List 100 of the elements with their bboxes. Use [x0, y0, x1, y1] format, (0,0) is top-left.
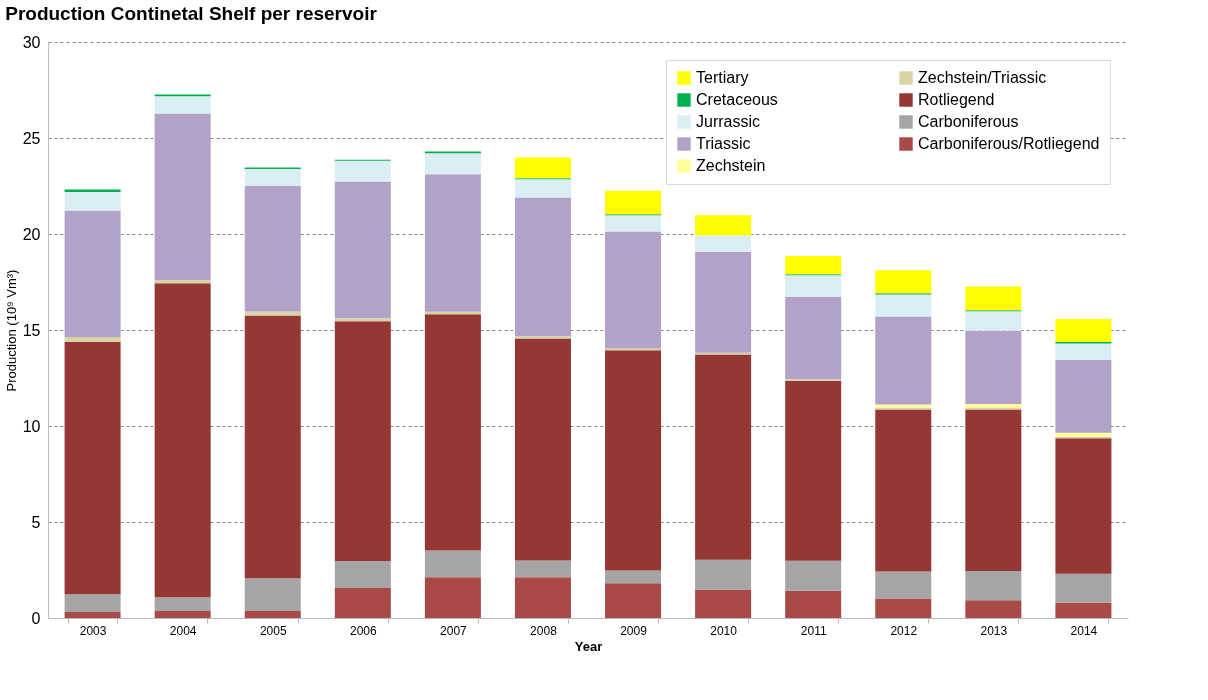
bar	[244, 185, 301, 312]
bar	[154, 610, 211, 618]
bar	[785, 380, 842, 561]
bar	[514, 179, 571, 198]
bar	[334, 588, 391, 618]
bar	[1055, 438, 1112, 574]
bar	[695, 235, 752, 252]
bar	[1055, 319, 1112, 343]
bar	[695, 215, 752, 236]
bar	[64, 210, 121, 337]
bar	[514, 197, 571, 337]
bar	[695, 354, 752, 560]
legend-label: Zechstein	[696, 157, 766, 174]
x-tick-label: 2006	[349, 623, 377, 638]
bar	[1055, 602, 1112, 618]
bar	[875, 294, 932, 317]
bar	[605, 190, 662, 215]
x-tick-label: 2007	[440, 623, 468, 638]
y-tick-label: 25	[22, 129, 41, 147]
bar	[424, 174, 481, 312]
bar	[334, 181, 391, 319]
legend-label: Rotliegend	[918, 91, 995, 108]
bar	[1055, 343, 1112, 360]
bar	[785, 256, 842, 275]
x-axis-title: Year	[574, 638, 603, 654]
bar	[965, 286, 1022, 311]
bar	[695, 251, 752, 353]
bar	[514, 560, 571, 578]
bar	[154, 283, 211, 598]
bar	[64, 189, 121, 192]
bar	[64, 191, 121, 211]
bar	[64, 341, 121, 595]
bar	[605, 583, 662, 618]
x-tick-label: 2009	[620, 623, 648, 638]
bar	[244, 578, 301, 611]
legend-label: Tertiary	[696, 69, 749, 86]
bar	[785, 275, 842, 297]
bar	[785, 590, 842, 618]
y-tick-label: 20	[22, 225, 41, 243]
x-tick-label: 2010	[710, 623, 738, 638]
y-axis-title: Production (10⁹ Vm³)	[3, 269, 19, 392]
legend-label: Zechstein/Triassic	[918, 69, 1047, 86]
x-tick-label: 2014	[1070, 623, 1098, 638]
bar	[875, 409, 932, 572]
bar	[1055, 432, 1112, 437]
bar	[965, 311, 1022, 331]
legend-label: Jurrassic	[696, 113, 761, 130]
bar	[424, 550, 481, 578]
chart-title: Production Continetal Shelf per reservoir	[5, 3, 378, 24]
bar	[514, 338, 571, 561]
bar	[605, 570, 662, 584]
bar	[605, 215, 662, 232]
legend-label: Carboniferous	[918, 113, 1019, 130]
bar	[514, 157, 571, 179]
bar	[424, 314, 481, 551]
y-tick-label: 0	[31, 609, 41, 627]
y-tick-label: 30	[22, 33, 41, 51]
bar	[244, 168, 301, 186]
bar	[64, 612, 121, 618]
bar	[965, 330, 1022, 405]
bar	[424, 153, 481, 175]
bar	[965, 600, 1022, 618]
bar	[244, 610, 301, 618]
x-tick-label: 2008	[530, 623, 558, 638]
bar	[695, 589, 752, 618]
bar	[605, 350, 662, 571]
bar	[64, 336, 121, 342]
y-tick-label: 10	[22, 417, 41, 435]
bar	[695, 559, 752, 590]
bar	[64, 594, 121, 613]
bar	[965, 570, 1022, 601]
bar	[244, 311, 301, 316]
bar	[785, 560, 842, 591]
x-tick-label: 2003	[79, 623, 107, 638]
bar	[875, 571, 932, 599]
bar	[514, 577, 571, 618]
bar	[605, 231, 662, 349]
x-tick-label: 2005	[259, 623, 287, 638]
bar	[154, 597, 211, 611]
bar	[1055, 359, 1112, 433]
bar	[424, 577, 481, 618]
bar	[965, 409, 1022, 571]
x-tick-label: 2012	[890, 623, 918, 638]
bar	[334, 321, 391, 561]
bar	[334, 318, 391, 322]
bar	[334, 560, 391, 589]
legend-label: Triassic	[696, 135, 751, 152]
y-tick-label: 5	[31, 513, 41, 531]
bar	[244, 315, 301, 579]
x-tick-label: 2004	[169, 623, 197, 638]
bar	[514, 336, 571, 339]
x-tick-label: 2013	[980, 623, 1008, 638]
bar	[875, 270, 932, 294]
x-tick-label: 2011	[800, 623, 827, 638]
bar	[875, 598, 932, 618]
legend-label: Carboniferous/Rotliegend	[918, 135, 1100, 152]
bar	[875, 316, 932, 405]
bar	[334, 160, 391, 182]
bar	[154, 113, 211, 280]
y-tick-label: 15	[22, 321, 41, 339]
